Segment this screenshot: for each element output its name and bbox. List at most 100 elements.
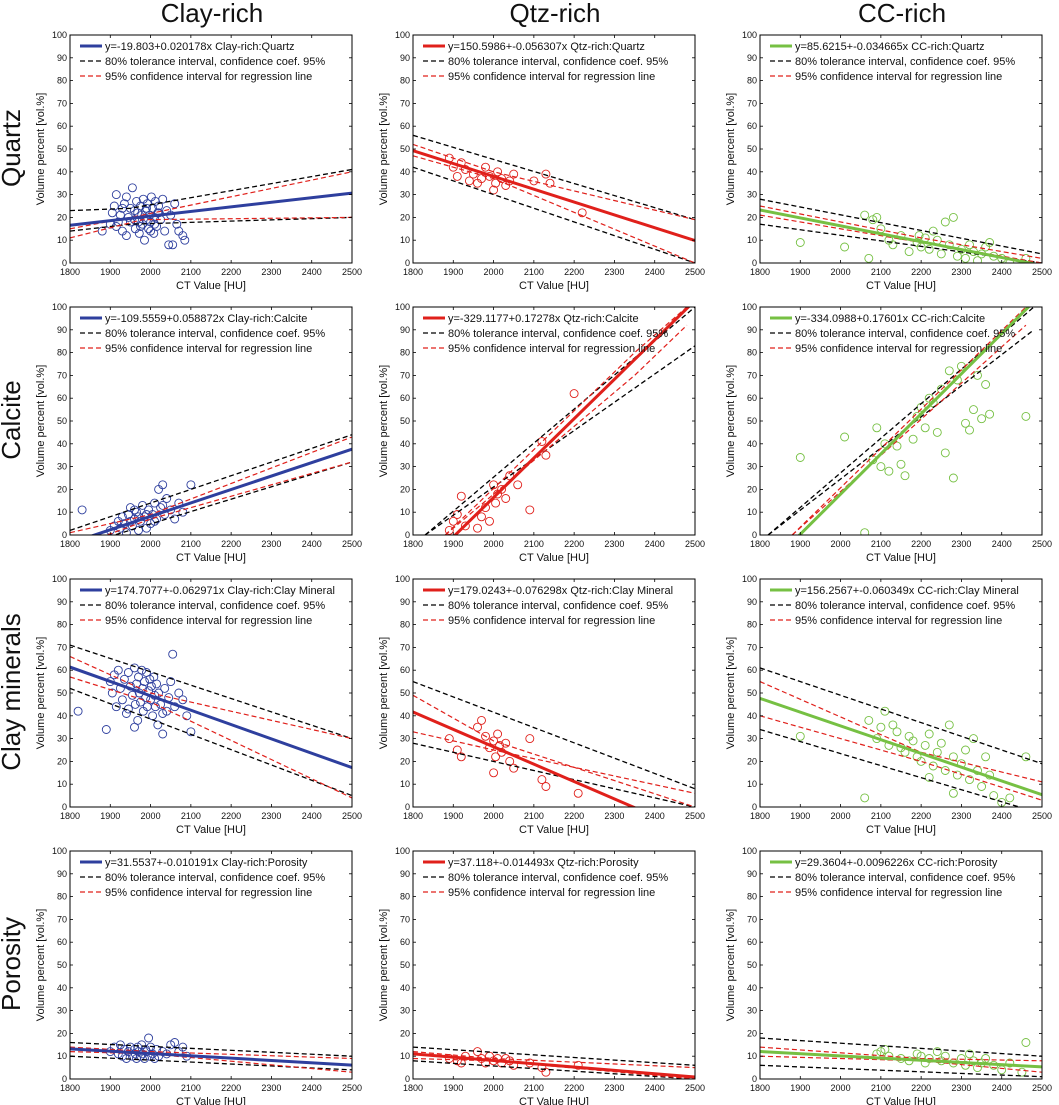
panel-3-2-legend-label-0: y=29.3604+-0.0096226x CC-rich:Porosity (795, 857, 998, 869)
panel-3-0-xtick-label-6: 2400 (302, 1083, 322, 1093)
panel-1-1-xtick-label-5: 2300 (604, 539, 624, 549)
panel-2-2-point-19 (936, 738, 946, 748)
panel-2-2-xtick-label-4: 2200 (911, 811, 931, 821)
panel-0-0-ytick-label-4: 40 (57, 167, 67, 177)
panel-1-0-ytick-label-6: 60 (57, 393, 67, 403)
panel-2-1-ytick-label-3: 30 (400, 734, 410, 744)
panel-1-0-xtick-label-3: 2100 (181, 539, 201, 549)
panel-0-2-point-4 (872, 212, 882, 222)
panel-0-1-xtick-label-2: 2000 (484, 267, 504, 277)
panel-3-2-point-25 (1017, 1067, 1027, 1077)
panel-1-1-ytick-label-1: 10 (400, 507, 410, 517)
panel-1-1-legend-label-2: 95% confidence interval for regression l… (448, 343, 655, 355)
panel-2-0-confidence-upper (70, 655, 352, 740)
panel-1-2-point-9 (896, 459, 906, 469)
panel-1-1-ytick-label-5: 50 (400, 416, 410, 426)
panel-3-0-plot-content (70, 1033, 352, 1073)
panel-0-1-xtick-label-3: 2100 (524, 267, 544, 277)
panel-2-2-xtick-label-1: 1900 (790, 811, 810, 821)
panel-1-1-point-18 (541, 450, 551, 460)
panel-1-0-legend-label-0: y=-109.5559+0.058872x Clay-rich:Calcite (105, 313, 307, 325)
panel-2-2-xtick-label-2: 2000 (831, 811, 851, 821)
panel-1-0-xlabel: CT Value [HU] (176, 552, 246, 564)
panel-0-2: 1800 1900 2000 2100 2200 2300 2400 2500 0 10 20 30 4… (725, 30, 1052, 292)
panel-1-2-ylabel: Volume percent [vol.%] (725, 365, 737, 478)
panel-3-0-ytick-label-9: 90 (57, 869, 67, 879)
panel-0-2-ytick-label-0: 0 (752, 258, 757, 268)
panel-1-0-ytick-label-0: 0 (62, 530, 67, 540)
panel-2-0-legend-label-0: y=174.7077+-0.062971x Clay-rich:Clay Min… (105, 585, 335, 597)
panel-2-0-xtick-label-7: 2500 (342, 811, 362, 821)
panel-0-1-ylabel: Volume percent [vol.%] (378, 93, 390, 206)
panel-0-0-tolerance-upper (70, 168, 352, 212)
panel-2-2-point-14 (916, 756, 926, 766)
panel-2-0-xtick-label-2: 2000 (141, 811, 161, 821)
panel-0-2-ytick-label-8: 80 (747, 76, 757, 86)
panel-1-2: 1800 1900 2000 2100 2200 2300 2400 2500 0 10 20 30 4… (725, 302, 1052, 564)
panel-3-2-ytick-label-1: 10 (747, 1051, 757, 1061)
panel-3-2-xtick-label-6: 2400 (992, 1083, 1012, 1093)
panel-0-2-point-7 (888, 240, 898, 250)
panel-1-1-point-4 (460, 521, 470, 531)
panel-0-0-point-57 (154, 208, 164, 218)
panel-1-1-xtick-label-6: 2400 (645, 539, 665, 549)
panel-1-0-xtick-label-2: 2000 (141, 539, 161, 549)
panel-2-0-point-24 (140, 677, 149, 687)
panel-2-0-point-3 (107, 688, 117, 698)
panel-2-1-confidence-upper (413, 694, 695, 807)
panel-1-1-xtick-label-0: 1800 (403, 539, 423, 549)
panel-1-2-ytick-label-3: 30 (747, 462, 757, 472)
panel-3-2: 1800 1900 2000 2100 2200 2300 2400 2500 0 10 20 30 4… (725, 846, 1052, 1105)
panel-1-0-legend-label-1: 80% tolerance interval, confidence coef.… (105, 328, 325, 340)
panel-1-0-point-12 (132, 507, 141, 517)
panel-2-1-point-9 (493, 729, 503, 739)
panel-2-2-point-15 (920, 740, 930, 750)
panel-2-1-ytick-label-2: 20 (400, 756, 410, 766)
panel-0-0-legend-label-2: 95% confidence interval for regression l… (105, 71, 312, 83)
panel-2-1-point-14 (509, 763, 519, 773)
panel-2-0-point-21 (137, 665, 147, 675)
panel-1-1-point-12 (497, 484, 507, 494)
panel-1-2-point-10 (900, 471, 910, 481)
panel-1-1-legend-label-0: y=-329.1177+0.17278x Qtz-rich:Calcite (448, 313, 639, 325)
panel-2-1-ytick-label-6: 60 (400, 665, 410, 675)
panel-0-1-ytick-label-9: 90 (400, 53, 410, 63)
panel-2-1-xlabel: CT Value [HU] (519, 824, 589, 836)
panel-0-1-ytick-label-8: 80 (400, 76, 410, 86)
panel-1-0-point-7 (121, 528, 131, 535)
panel-3-2-legend-label-1: 80% tolerance interval, confidence coef.… (795, 872, 1015, 884)
panel-0-1-confidence-upper (413, 143, 695, 221)
panel-0-1-tolerance-upper (413, 134, 695, 221)
panel-0-2-ytick-label-2: 20 (747, 212, 757, 222)
panel-0-0-point-12 (127, 183, 137, 193)
panel-1-0-ylabel: Volume percent [vol.%] (35, 365, 47, 478)
panel-2-2-point-26 (965, 775, 974, 785)
panel-1-1-point-8 (485, 516, 494, 526)
panel-0-1-ytick-label-10: 100 (395, 30, 410, 40)
column-title-cc-rich: CC-rich (858, 0, 946, 28)
panel-0-1: 1800 1900 2000 2100 2200 2300 2400 2500 0 10 20 30 4… (378, 30, 705, 292)
panel-1-2-point-21 (948, 473, 958, 483)
panel-0-2-point-24 (973, 256, 982, 263)
panel-3-1-xlabel: CT Value [HU] (519, 1096, 589, 1105)
panel-1-0-ytick-label-2: 20 (57, 484, 67, 494)
panel-2-0-ytick-label-9: 90 (57, 597, 67, 607)
panel-2-0-xtick-label-4: 2200 (221, 811, 241, 821)
panel-0-0-point-52 (130, 206, 139, 216)
row-title-clay-minerals: Clay minerals (0, 613, 26, 771)
panel-0-0-plot-area (70, 35, 352, 263)
panel-3-0-ytick-label-10: 100 (52, 846, 67, 856)
panel-2-2-ytick-label-6: 60 (747, 665, 757, 675)
panel-0-1-plot-content (413, 134, 695, 263)
panel-0-0-point-3 (109, 201, 119, 211)
panel-2-2-ytick-label-5: 50 (747, 688, 757, 698)
panel-2-0-tolerance-upper (70, 644, 352, 740)
panel-0-1-ytick-label-0: 0 (405, 258, 410, 268)
panel-2-1-ytick-label-4: 40 (400, 711, 410, 721)
panel-1-1-point-3 (456, 491, 466, 501)
panel-3-0-ytick-label-4: 40 (57, 983, 67, 993)
panel-3-2-ytick-label-3: 30 (747, 1006, 757, 1016)
panel-0-1-ytick-label-5: 50 (400, 144, 410, 154)
panel-3-2-legend: y=29.3604+-0.0096226x CC-rich:Porosity 80… (770, 857, 1015, 899)
panel-0-0-ytick-label-1: 10 (57, 235, 67, 245)
